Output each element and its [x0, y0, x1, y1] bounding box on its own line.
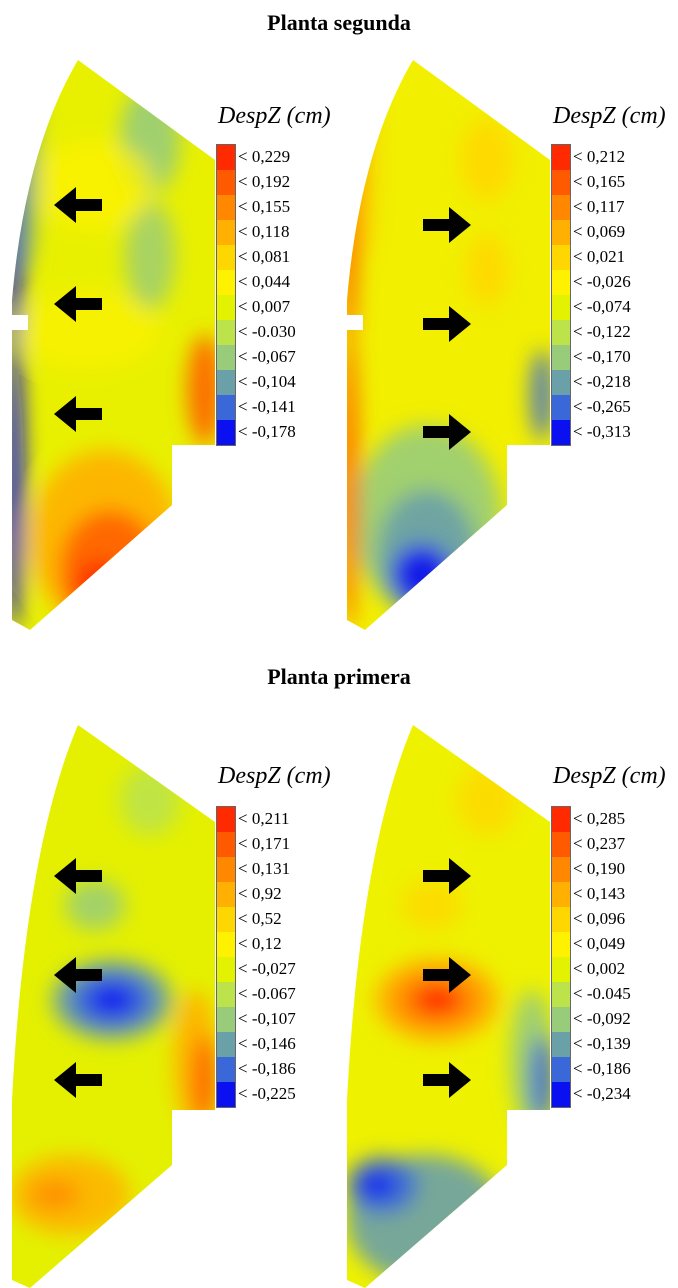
thick-arrow-icon	[423, 957, 471, 993]
thick-arrow-icon	[54, 957, 102, 993]
legend-label: < 0,211	[238, 809, 290, 828]
legend-label: < -0,225	[238, 1084, 296, 1103]
contour-region	[462, 120, 512, 200]
contour-plot-3: DespZ (cm) < 0,211 < 0,171 < 0,131 < 0,92 < …	[12, 725, 331, 1288]
section-title-planta-segunda: Planta segunda	[267, 10, 411, 35]
contour-map-2	[347, 60, 550, 630]
legend-label: < -0,170	[573, 347, 631, 366]
contour-region	[90, 986, 134, 1014]
legend-label: < 0,190	[573, 859, 626, 878]
contour-region	[402, 880, 462, 930]
legend-label: < -0,107	[238, 1009, 296, 1028]
legend-label: < -0,313	[573, 422, 631, 441]
legend-label: < -0,122	[573, 322, 631, 341]
contour-plot-1: DespZ (cm) < 0,229 < 0,192 < 0,155 < 0,118 <…	[0, 0, 339, 644]
legend-title: DespZ (cm)	[553, 763, 666, 789]
legend-label: < -0.030	[238, 322, 296, 341]
contour-region	[457, 765, 517, 835]
legend-label: < -0,265	[573, 397, 631, 416]
contour-region	[12, 330, 24, 630]
legend-label: < -0,146	[238, 1034, 296, 1053]
legend-label: < -0.045	[573, 984, 631, 1003]
legend-label: < -0,104	[238, 372, 296, 391]
contour-plot-4: DespZ (cm) < 0,285 < 0,237 < 0,190 < 0,143 <…	[337, 0, 678, 1288]
section-title-planta-primera: Planta primera	[267, 664, 411, 689]
legend-label: < -0,139	[573, 1034, 631, 1053]
legend-label: < 0,143	[573, 884, 626, 903]
contour-map-4	[347, 725, 550, 1288]
legend-color-bar	[216, 806, 236, 1108]
legend-title: DespZ (cm)	[218, 763, 331, 789]
legend-label: < -0,186	[238, 1059, 296, 1078]
legend-label: < 0,212	[573, 147, 626, 166]
legend-label: < -0,092	[573, 1009, 631, 1028]
legend-label: < 0,285	[573, 809, 626, 828]
contour-region	[467, 235, 507, 305]
legend-label: < 0,12	[238, 934, 282, 953]
legend-label: < -0,074	[573, 297, 631, 316]
legend-title: DespZ (cm)	[218, 103, 331, 129]
contour-region	[347, 330, 358, 630]
contour-region	[359, 1173, 395, 1197]
contour-region	[20, 290, 160, 370]
contour-plot-2: DespZ (cm) < 0,212 < 0,165 < 0,117 < 0,069 <…	[337, 0, 678, 644]
legend-label: < 0,165	[573, 172, 626, 191]
legend-label: < 0,118	[238, 222, 290, 241]
thick-arrow-icon	[423, 414, 471, 450]
legend-label: < -0,027	[238, 959, 296, 978]
legend-label: < 0,229	[238, 147, 291, 166]
contour-region	[187, 335, 215, 445]
contour-region	[65, 880, 125, 930]
legend-color-bar	[551, 806, 571, 1108]
contour-region	[413, 985, 461, 1015]
legend-label: < -0,218	[573, 372, 631, 391]
legend-label: < 0,002	[573, 959, 626, 978]
thick-arrow-icon	[423, 306, 471, 342]
legend-label: < 0,131	[238, 859, 291, 878]
legend-label: < -0,178	[238, 422, 296, 441]
legend-label: < 0,021	[573, 247, 626, 266]
contour-map-3	[12, 725, 215, 1288]
legend-color-bar	[551, 144, 571, 446]
legend-label: < 0,92	[238, 884, 282, 903]
legend-label: < 0,049	[573, 934, 626, 953]
legend-color-bar	[216, 144, 236, 446]
thick-arrow-icon	[54, 396, 102, 432]
legend-label: < 0,096	[573, 909, 626, 928]
thick-arrow-icon	[423, 207, 471, 243]
contour-region	[120, 765, 180, 835]
contour-map-1	[12, 60, 215, 630]
legend-label: < 0,192	[238, 172, 291, 191]
contour-region	[125, 200, 175, 310]
legend-label: < -0,186	[573, 1059, 631, 1078]
legend-label: < -0,067	[238, 347, 296, 366]
legend-label: < 0,069	[573, 222, 626, 241]
contour-region	[530, 350, 550, 440]
legend-label: < 0,044	[238, 272, 291, 291]
contour-region	[193, 1035, 215, 1125]
legend-label: < 0,117	[573, 197, 625, 216]
legend-label: < -0,141	[238, 397, 296, 416]
contour-region	[30, 1180, 80, 1210]
thick-arrow-icon	[54, 286, 102, 322]
thick-arrow-icon	[54, 1062, 102, 1098]
legend-label: < 0,007	[238, 297, 291, 316]
legend-label: < -0,026	[573, 272, 631, 291]
legend-title: DespZ (cm)	[553, 103, 666, 129]
thick-arrow-icon	[423, 858, 471, 894]
legend-label: < 0,237	[573, 834, 626, 853]
contour-region	[530, 1035, 550, 1125]
legend-label: < 0,081	[238, 247, 291, 266]
legend-label: < 0,171	[238, 834, 291, 853]
thick-arrow-icon	[423, 1062, 471, 1098]
thick-arrow-icon	[54, 187, 102, 223]
legend-label: < 0,52	[238, 909, 282, 928]
legend-label: < -0.067	[238, 984, 296, 1003]
thick-arrow-icon	[54, 858, 102, 894]
legend-label: < -0,234	[573, 1084, 631, 1103]
legend-label: < 0,155	[238, 197, 291, 216]
contour-fill	[12, 765, 215, 1235]
